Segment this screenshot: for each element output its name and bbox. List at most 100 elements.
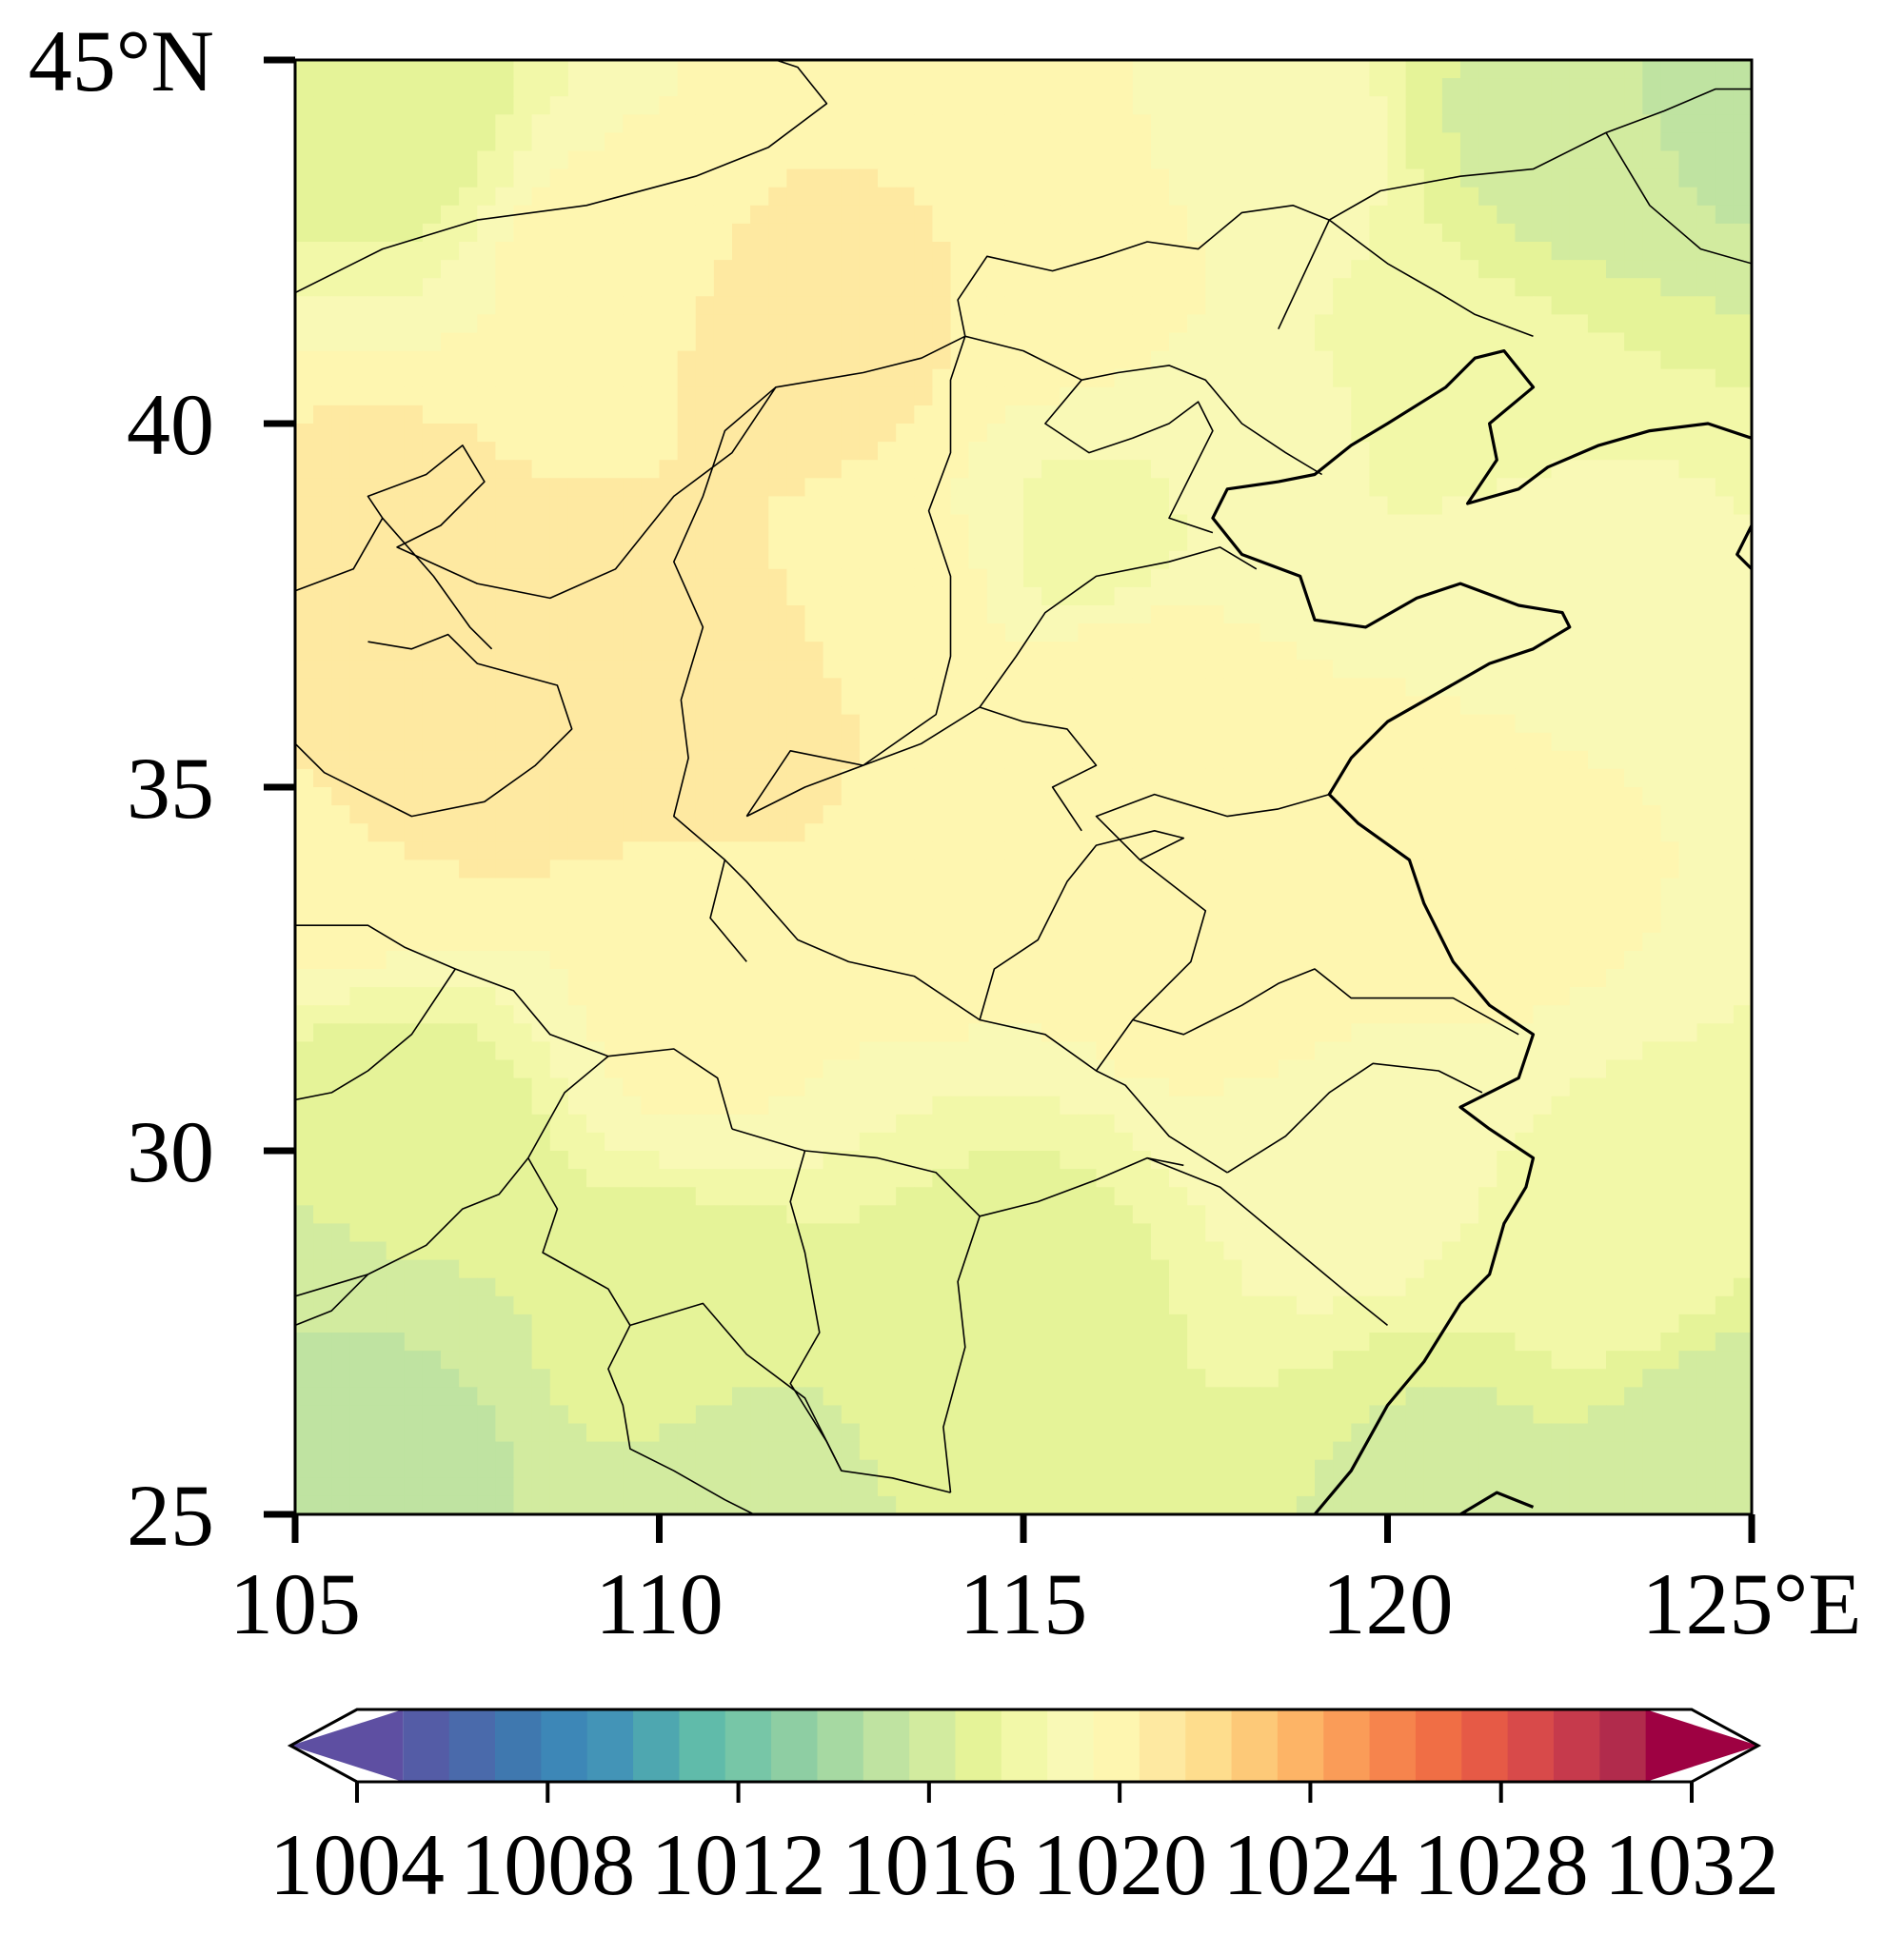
field-cell (422, 1041, 442, 1061)
field-cell (495, 205, 515, 225)
field-cell (1096, 442, 1116, 461)
field-cell (750, 987, 769, 1006)
field-cell (768, 1077, 788, 1097)
field-cell (1478, 714, 1497, 734)
field-cell (1460, 60, 1479, 79)
field-cell (477, 278, 497, 298)
field-cell (677, 932, 697, 952)
field-cell (422, 424, 442, 443)
field-cell (495, 859, 515, 879)
field-cell (1096, 732, 1116, 752)
field-cell (1678, 969, 1698, 988)
field-cell (1497, 405, 1517, 425)
field-cell (1114, 950, 1134, 970)
field-cell (641, 1059, 661, 1079)
field-cell (950, 1023, 970, 1043)
field-cell (531, 1059, 551, 1079)
field-cell (804, 823, 824, 843)
field-cell (750, 278, 769, 298)
field-cell (1004, 787, 1024, 806)
field-cell (841, 114, 861, 134)
field-cell (1296, 514, 1316, 534)
field-cell (1078, 350, 1098, 370)
field-cell (968, 969, 988, 988)
field-cell (732, 605, 751, 624)
field-cell (1715, 805, 1735, 824)
field-cell (804, 168, 824, 188)
field-cell (404, 386, 424, 406)
field-cell (1078, 1096, 1098, 1116)
field-cell (1423, 405, 1443, 425)
field-cell (623, 1114, 643, 1134)
field-cell (1569, 60, 1589, 79)
field-cell (841, 950, 861, 970)
field-cell (313, 496, 332, 516)
field-cell (313, 242, 332, 261)
field-cell (1078, 586, 1098, 606)
field-cell (1296, 405, 1316, 425)
field-cell (1023, 878, 1042, 898)
field-cell (1642, 314, 1662, 334)
field-cell (1678, 787, 1698, 806)
field-cell (1733, 187, 1752, 207)
field-cell (1460, 78, 1479, 97)
map-plot-area[interactable] (295, 60, 1753, 1533)
field-cell (878, 332, 897, 352)
field-cell (495, 314, 515, 334)
field-cell (1278, 150, 1298, 170)
field-cell (513, 550, 533, 570)
field-cell (1241, 768, 1261, 788)
field-cell (950, 405, 970, 425)
field-cell (1497, 1151, 1517, 1170)
field-cell (513, 896, 533, 916)
field-cell (1387, 732, 1407, 752)
field-cell (513, 1151, 533, 1170)
field-cell (1150, 78, 1170, 97)
field-cell (1223, 550, 1243, 570)
field-cell (1114, 296, 1134, 316)
field-cell (477, 1169, 497, 1188)
field-cell (896, 1132, 915, 1152)
field-cell (768, 1114, 788, 1134)
field-cell (1259, 168, 1279, 188)
field-cell (1132, 678, 1152, 698)
field-cell (914, 1059, 934, 1079)
field-cell (1606, 460, 1625, 480)
field-cell (623, 768, 643, 788)
field-cell (732, 1023, 751, 1043)
field-cell (331, 696, 351, 716)
field-cell (1187, 514, 1206, 534)
field-cell (586, 96, 605, 116)
field-cell (1004, 768, 1024, 788)
field-cell (513, 260, 533, 279)
field-cell (623, 132, 643, 152)
field-cell (1023, 223, 1042, 243)
field-cell (1642, 896, 1662, 916)
field-cell (1460, 896, 1479, 916)
field-cell (732, 841, 751, 861)
field-cell (732, 714, 751, 734)
field-cell (859, 914, 879, 934)
field-cell (1569, 532, 1589, 552)
field-cell (477, 714, 497, 734)
field-cell (331, 1114, 351, 1134)
field-cell (713, 205, 733, 225)
field-cell (1296, 442, 1316, 461)
field-cell (513, 932, 533, 952)
field-cell (549, 787, 569, 806)
field-cell (1551, 787, 1571, 806)
field-cell (732, 914, 751, 934)
field-cell (1060, 150, 1080, 170)
field-cell (1223, 1132, 1243, 1152)
field-cell (1296, 787, 1316, 806)
field-cell (1696, 696, 1716, 716)
field-cell (768, 768, 788, 788)
field-cell (1351, 260, 1371, 279)
field-cell (441, 350, 460, 370)
field-cell (349, 932, 369, 952)
field-cell (1060, 78, 1080, 97)
field-cell (859, 550, 879, 570)
field-cell (859, 1005, 879, 1025)
field-cell (986, 496, 1006, 516)
field-cell (404, 96, 424, 116)
